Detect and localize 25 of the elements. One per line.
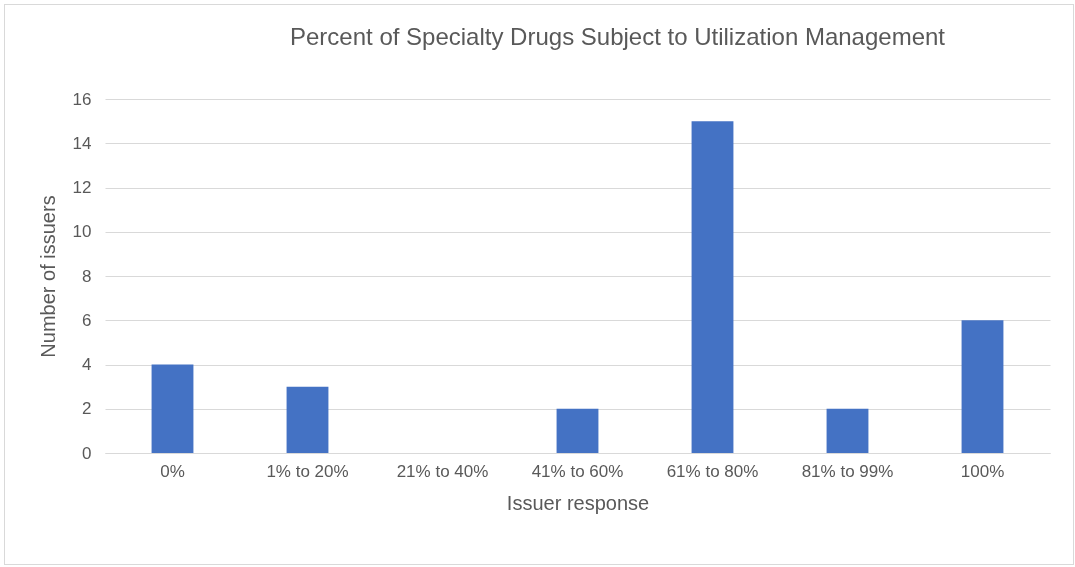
bar (556, 408, 599, 453)
y-axis-title: Number of issuers (36, 195, 59, 358)
x-tick-label: 41% to 60% (531, 461, 624, 481)
x-tick-label: 1% to 20% (266, 461, 349, 481)
y-tick-label: 4 (82, 355, 92, 374)
y-tick-label: 16 (72, 89, 92, 109)
chart-title: Percent of Specialty Drugs Subject to Utilization Management (290, 23, 946, 50)
y-tick-label: 6 (82, 310, 92, 330)
y-tick-label: 12 (72, 178, 92, 197)
y-tick-label: 2 (82, 399, 92, 419)
bar (151, 364, 194, 453)
x-tick-label: 81% to 99% (801, 461, 894, 481)
y-tick-label: 14 (72, 133, 92, 153)
x-tick-label: 100% (960, 461, 1005, 481)
x-axis-title: Issuer response (506, 491, 650, 514)
x-tick-label: 0% (160, 461, 185, 481)
y-tick-label: 10 (72, 222, 92, 242)
y-tick-label: 8 (82, 266, 92, 286)
y-tick-label: 0 (82, 443, 92, 463)
x-tick-label: 61% to 80% (666, 461, 759, 481)
bar (826, 408, 869, 453)
bar (961, 320, 1004, 453)
bar (691, 121, 734, 453)
bar (286, 386, 329, 453)
x-tick-label: 21% to 40% (396, 461, 489, 481)
